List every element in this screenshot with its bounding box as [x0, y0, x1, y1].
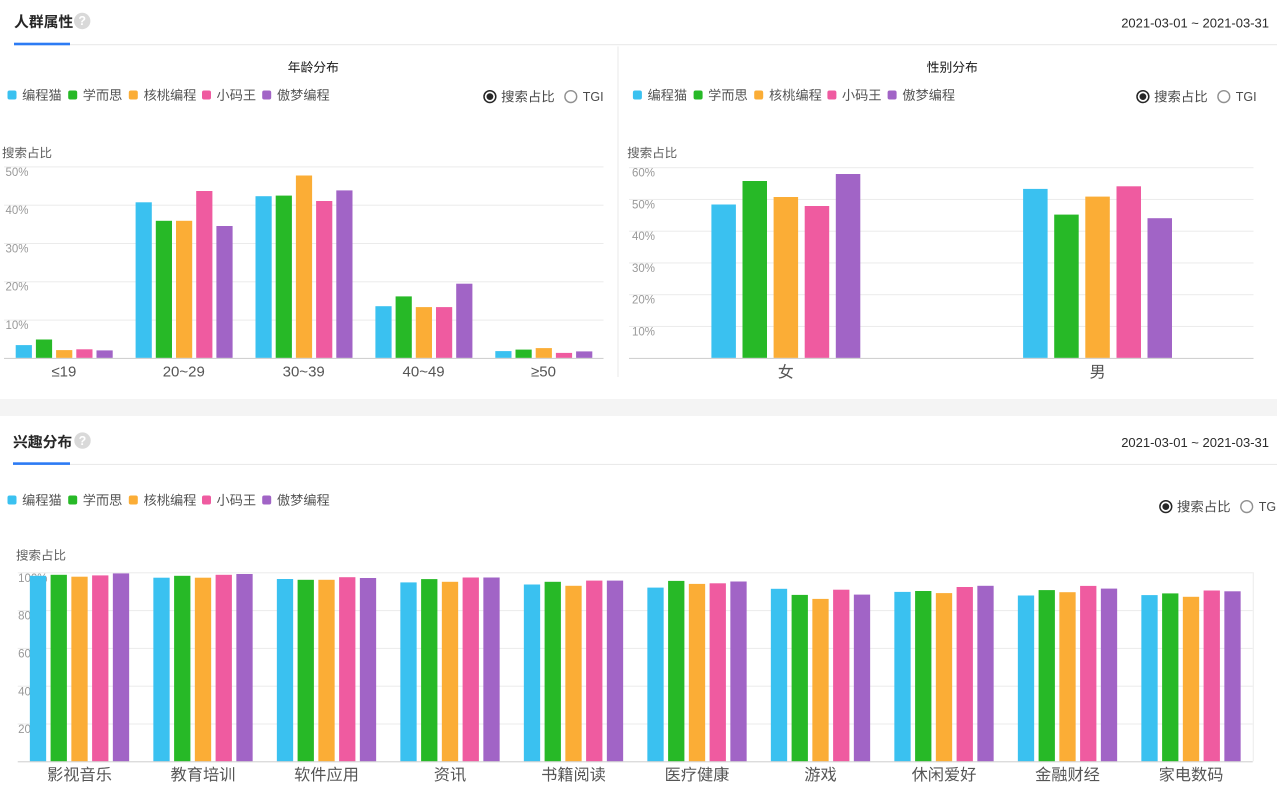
svg-text:20: 20 [18, 724, 31, 736]
svg-text:TGI: TGI [1259, 500, 1277, 514]
svg-text:20%: 20% [6, 282, 29, 294]
svg-text:30%: 30% [6, 243, 29, 255]
svg-text:40%: 40% [6, 205, 29, 217]
svg-text:TGI: TGI [583, 90, 604, 104]
svg-text:50%: 50% [632, 199, 655, 211]
svg-text:30~39: 30~39 [283, 364, 325, 381]
svg-text:10%: 10% [6, 320, 29, 332]
svg-text:20~29: 20~29 [163, 364, 205, 381]
svg-text:?: ? [78, 14, 86, 28]
svg-text:TGI: TGI [1236, 90, 1257, 104]
svg-text:40: 40 [18, 686, 31, 698]
svg-text:2021-03-01 ~ 2021-03-31: 2021-03-01 ~ 2021-03-31 [1121, 16, 1269, 31]
svg-text:50%: 50% [6, 167, 29, 179]
svg-text:≥50: ≥50 [531, 364, 556, 381]
svg-text:40%: 40% [632, 231, 655, 243]
svg-text:40~49: 40~49 [403, 364, 445, 381]
svg-text:10%: 10% [632, 326, 655, 338]
svg-text:30%: 30% [632, 263, 655, 275]
svg-text:60%: 60% [632, 168, 655, 180]
svg-text:≤19: ≤19 [51, 364, 76, 381]
svg-text:60: 60 [18, 649, 31, 661]
svg-text:80: 80 [18, 611, 31, 623]
svg-text:20%: 20% [632, 295, 655, 307]
svg-text:2021-03-01 ~ 2021-03-31: 2021-03-01 ~ 2021-03-31 [1121, 435, 1269, 450]
svg-text:?: ? [79, 434, 87, 448]
